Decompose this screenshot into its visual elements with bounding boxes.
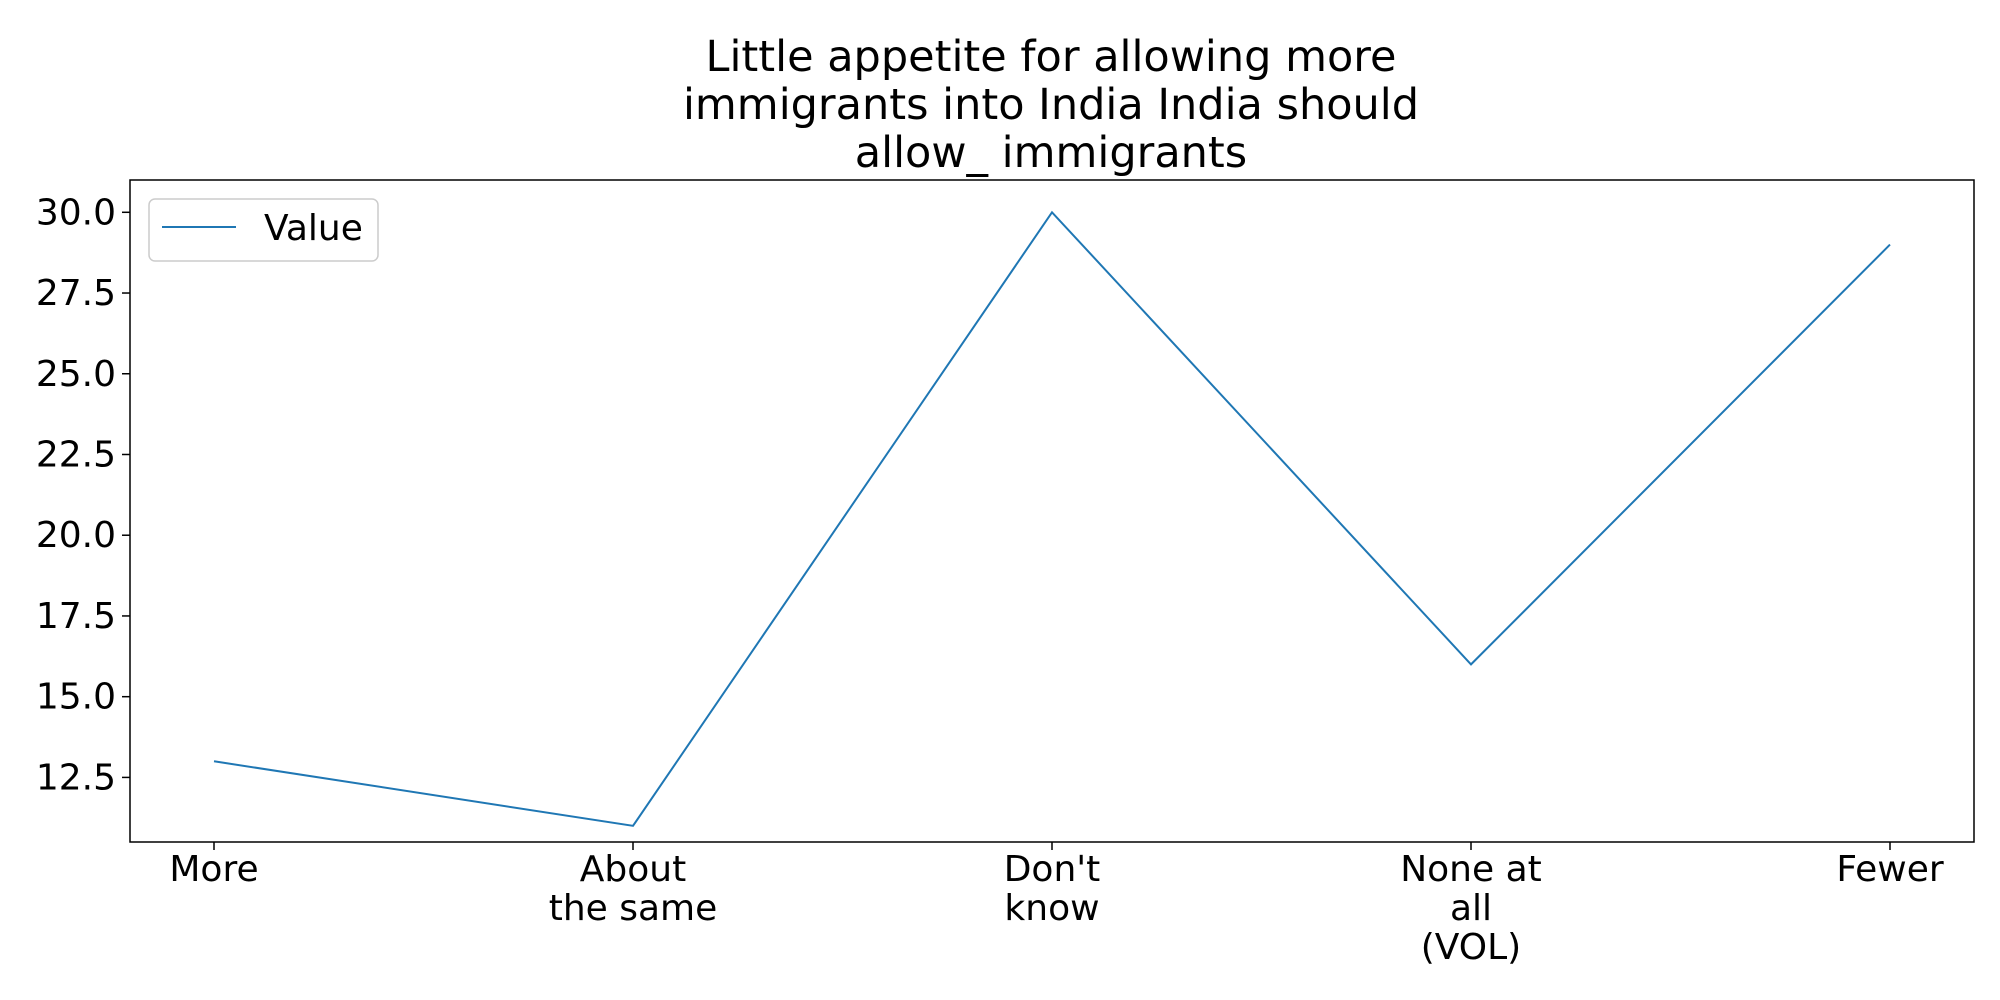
x-tick-label-line: About: [580, 849, 686, 890]
plot-area: [213, 210, 1891, 827]
x-tick-label-line: Don't: [1004, 849, 1101, 890]
x-tick-label-line: all: [1450, 888, 1492, 929]
y-axis: 12.5 15.0 17.5 20.0 22.5 25.0 27.5 30.0: [36, 192, 130, 798]
x-tick-label: About the same: [549, 849, 718, 929]
y-tick-label: 30.0: [36, 192, 116, 233]
legend: Value: [148, 198, 379, 262]
x-axis: More About the same Don't know None at all (VOL…: [169, 842, 1944, 968]
x-tick-label: None at all (VOL): [1400, 849, 1542, 968]
y-tick-label: 27.5: [36, 273, 116, 314]
x-tick-label-line: know: [1004, 888, 1099, 929]
y-tick-label: 17.5: [36, 596, 116, 637]
x-tick-label-line: More: [169, 849, 258, 890]
y-tick-label: 25.0: [36, 354, 116, 395]
x-tick-label: Don't know: [1004, 849, 1101, 929]
chart-title-line-3: allow_ immigrants: [855, 128, 1247, 178]
legend-label: Value: [264, 208, 363, 249]
x-tick-label-line: (VOL): [1421, 927, 1521, 968]
y-tick-label: 12.5: [36, 757, 116, 798]
x-tick-label: Fewer: [1836, 849, 1943, 890]
y-tick-label: 20.0: [36, 515, 116, 556]
x-tick-label: More: [169, 849, 258, 890]
chart-title: Little appetite for allowing more immigr…: [683, 32, 1419, 178]
x-tick-label-line: None at: [1400, 849, 1542, 890]
y-tick-label: 22.5: [36, 434, 116, 475]
axes-frame: [129, 179, 1975, 843]
x-tick-label-line: the same: [549, 888, 718, 929]
x-tick-label-line: Fewer: [1836, 849, 1943, 890]
y-tick-label: 15.0: [36, 677, 116, 718]
chart-title-line-1: Little appetite for allowing more: [706, 32, 1397, 82]
legend-box: [148, 198, 379, 262]
chart-title-line-2: immigrants into India India should: [683, 80, 1419, 130]
